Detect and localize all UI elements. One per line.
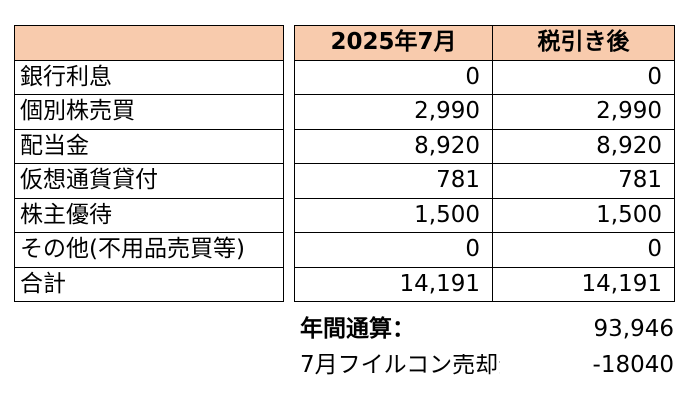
table-row: 合計 — [14, 266, 284, 302]
cell-bank-interest-month[interactable]: 0 — [294, 59, 493, 95]
column-header-after-tax[interactable]: 税引き後 — [492, 25, 675, 61]
row-label-bank-interest[interactable]: 銀行利息 — [14, 59, 284, 95]
cell-crypto-lending-after-tax[interactable]: 781 — [492, 163, 675, 199]
table-row: 0 0 — [294, 232, 675, 268]
table-row: 配当金 — [14, 128, 284, 164]
table-row: その他(不用品売買等) — [14, 232, 284, 268]
value-header-row: 2025年7月 税引き後 — [294, 25, 675, 61]
table-row: 8,920 8,920 — [294, 128, 675, 164]
row-label-dividends[interactable]: 配当金 — [14, 128, 284, 164]
table-row: 14,191 14,191 — [294, 266, 675, 302]
table-row: 個別株売買 — [14, 94, 284, 130]
row-label-shareholder-benefits[interactable]: 株主優待 — [14, 197, 284, 233]
cell-crypto-lending-month[interactable]: 781 — [294, 163, 493, 199]
column-header-month[interactable]: 2025年7月 — [294, 25, 493, 61]
cell-other-after-tax[interactable]: 0 — [492, 232, 675, 268]
cell-other-month[interactable]: 0 — [294, 232, 493, 268]
table-row: 1,500 1,500 — [294, 197, 675, 233]
category-label-table: 銀行利息 個別株売買 配当金 仮想通貨貸付 株主優待 その他(不用品売買等) 合… — [14, 25, 284, 302]
cell-stock-trading-month[interactable]: 2,990 — [294, 94, 493, 130]
label-header-row — [14, 25, 284, 61]
cell-dividends-month[interactable]: 8,920 — [294, 128, 493, 164]
row-label-other[interactable]: その他(不用品売買等) — [14, 232, 284, 268]
table-row: 2,990 2,990 — [294, 94, 675, 130]
table-row: 銀行利息 — [14, 59, 284, 95]
row-label-stock-trading[interactable]: 個別株売買 — [14, 94, 284, 130]
annual-total-label[interactable]: 年間通算： — [300, 316, 415, 342]
value-table: 2025年7月 税引き後 0 0 2,990 2,990 8,920 8,920… — [294, 25, 675, 302]
row-label-total[interactable]: 合計 — [14, 266, 284, 302]
annual-total-value[interactable]: 93,946 — [593, 316, 674, 342]
sale-label[interactable]: 7月フイルコン売却分 — [300, 354, 500, 377]
cell-total-month[interactable]: 14,191 — [294, 266, 493, 302]
cell-shareholder-benefits-month[interactable]: 1,500 — [294, 197, 493, 233]
table-row: 仮想通貨貸付 — [14, 163, 284, 199]
cell-bank-interest-after-tax[interactable]: 0 — [492, 59, 675, 95]
table-row: 株主優待 — [14, 197, 284, 233]
sale-value[interactable]: -18040 — [592, 352, 674, 378]
label-header-cell[interactable] — [14, 25, 284, 61]
table-row: 781 781 — [294, 163, 675, 199]
cell-dividends-after-tax[interactable]: 8,920 — [492, 128, 675, 164]
cell-total-after-tax[interactable]: 14,191 — [492, 266, 675, 302]
table-row: 0 0 — [294, 59, 675, 95]
cell-shareholder-benefits-after-tax[interactable]: 1,500 — [492, 197, 675, 233]
cell-stock-trading-after-tax[interactable]: 2,990 — [492, 94, 675, 130]
row-label-crypto-lending[interactable]: 仮想通貨貸付 — [14, 163, 284, 199]
